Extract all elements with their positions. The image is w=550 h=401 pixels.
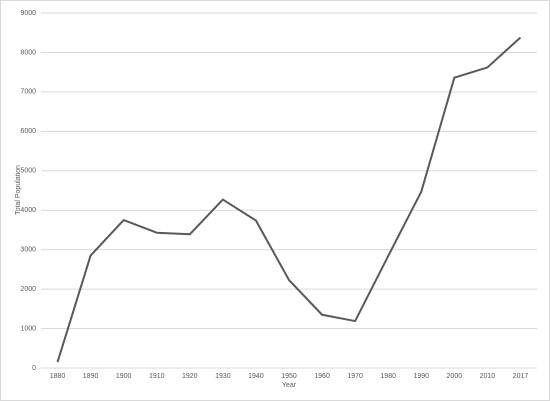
y-tick-label: 5000	[20, 168, 36, 175]
x-tick-label: 1880	[50, 373, 66, 380]
y-tick-label: 2000	[20, 286, 36, 293]
x-tick-label: 1930	[215, 373, 231, 380]
x-tick-label: 2017	[513, 373, 529, 380]
x-tick-label: 1980	[380, 373, 396, 380]
x-axis-title: Year	[282, 382, 297, 389]
x-tick-label: 1970	[347, 373, 363, 380]
x-tick-label: 1950	[281, 373, 297, 380]
y-axis-title: Total Population	[15, 165, 22, 215]
y-tick-label: 9000	[20, 10, 36, 17]
x-tick-label: 2000	[447, 373, 463, 380]
y-tick-label: 8000	[20, 49, 36, 56]
x-tick-label: 1910	[149, 373, 165, 380]
x-tick-label: 1890	[83, 373, 99, 380]
y-tick-label: 7000	[20, 89, 36, 96]
x-tick-label: 1960	[314, 373, 330, 380]
y-tick-label: 6000	[20, 128, 36, 135]
x-tick-label: 1940	[248, 373, 264, 380]
x-tick-label: 1990	[413, 373, 429, 380]
y-tick-label: 1000	[20, 325, 36, 332]
y-tick-label: 4000	[20, 207, 36, 214]
x-tick-label: 1900	[116, 373, 132, 380]
x-tick-label: 1920	[182, 373, 198, 380]
y-tick-label: 3000	[20, 247, 36, 254]
data-line	[56, 36, 522, 363]
x-tick-label: 2010	[480, 373, 496, 380]
y-tick-label: 0	[32, 365, 36, 372]
